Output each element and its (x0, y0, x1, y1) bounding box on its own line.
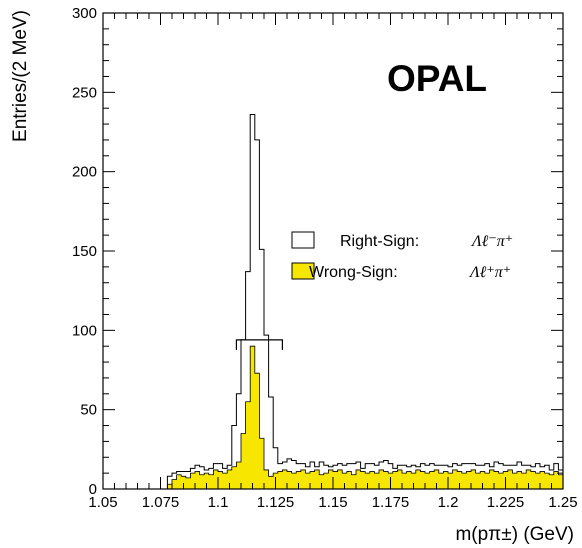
y-tick-label: 200 (72, 164, 97, 181)
y-tick-labels: 0 50 100 150 200 250 300 (72, 5, 97, 498)
x-tick-label: 1.175 (372, 494, 410, 511)
y-tick-label: 250 (72, 84, 97, 101)
wrong-sign-series (103, 345, 564, 490)
x-tick-labels: 1.05 1.075 1.1 1.125 1.15 1.175 1.2 1.225 1.25 (88, 494, 577, 511)
legend-swatch-right-sign (291, 231, 315, 249)
y-tick-label: 150 (72, 243, 97, 260)
x-axis-title: m(pπ±) (GeV) (455, 524, 574, 545)
x-tick-label: 1.225 (487, 494, 525, 511)
x-tick-label: 1.075 (142, 494, 180, 511)
y-tick-label: 300 (72, 5, 97, 22)
legend-label-wrong-sign: Wrong-Sign: (309, 264, 398, 281)
wrong-sign-histogram (103, 345, 564, 490)
legend-swatch-wrong-sign (291, 262, 315, 280)
y-tick-label: 100 (72, 322, 97, 339)
legend-formula-right-sign: Λℓ⁻π⁺ (470, 233, 513, 250)
signal-window-line (235, 339, 283, 350)
x-tick-label: 1.1 (208, 494, 229, 511)
y-tick-label: 50 (80, 402, 97, 419)
y-axis-title: Entries/(2 MeV) (10, 10, 31, 142)
y-tick-label: 0 (89, 481, 97, 498)
axis-ticks (102, 12, 564, 490)
plot-frame (102, 12, 564, 490)
legend-label-right-sign: Right-Sign: (340, 233, 419, 250)
legend: Right-Sign: Λℓ⁻π⁺ Wrong-Sign: Λℓ⁺π⁺ (291, 231, 513, 281)
right-sign-histogram (103, 114, 564, 490)
right-sign-series (103, 114, 564, 490)
opal-logo: OPAL (387, 58, 487, 99)
x-tick-label: 1.25 (548, 494, 577, 511)
x-tick-label: 1.05 (88, 494, 117, 511)
signal-window-bracket (235, 339, 283, 350)
x-tick-label: 1.2 (438, 494, 459, 511)
legend-formula-wrong-sign: Λℓ⁺π⁺ (468, 264, 511, 281)
x-tick-label: 1.125 (257, 494, 295, 511)
x-tick-label: 1.15 (318, 494, 347, 511)
